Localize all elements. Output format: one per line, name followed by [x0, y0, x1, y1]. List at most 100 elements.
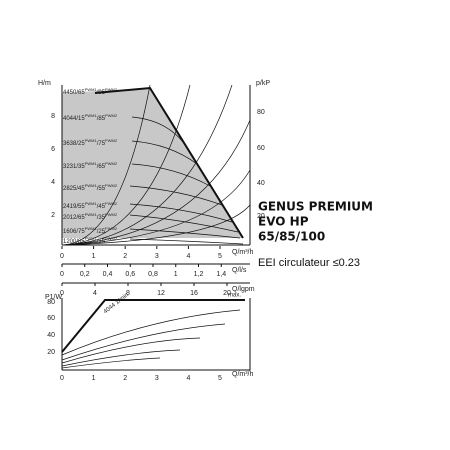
- curve-label-part: PWM2: [105, 236, 118, 241]
- curve-label: 4450/65PWM1/95PWM2: [63, 87, 118, 96]
- curve-label: 4044/15PWM1/85PWM2: [63, 113, 118, 122]
- curve-label: 3231/35PWM1/65PWM2: [63, 161, 118, 170]
- x-tick-label: 0: [60, 253, 64, 260]
- curve-label-part: 1200/85: [63, 239, 85, 245]
- x-tick-label: 12: [157, 290, 165, 297]
- x-tick-label: 20: [223, 290, 231, 297]
- curve-label-part: 4044/15: [63, 116, 85, 122]
- bottom-x-tick-label: 2: [123, 375, 127, 382]
- x-tick-label: 0,4: [103, 271, 113, 278]
- product-name: GENUS PREMIUM: [258, 200, 373, 214]
- x-tick-label: 5: [218, 253, 222, 260]
- curve-label-part: /35: [97, 215, 106, 221]
- curve-label-part: 1606/75: [63, 229, 85, 235]
- curve-label-part: /45: [97, 204, 106, 210]
- x-tick-label: 3: [155, 253, 159, 260]
- curve-label: 2012/65PWM1/35PWM2: [63, 212, 118, 221]
- curve-label-part: PWM2: [105, 212, 118, 217]
- y-tick-label: 4: [51, 179, 55, 186]
- power-max-curve: [61, 299, 245, 353]
- curve-label-part: /25: [97, 229, 106, 235]
- bottom-x-tick-label: 3: [155, 375, 159, 382]
- curve-label-part: 2419/55: [63, 204, 85, 210]
- curve-label: 3638/25PWM1/75PWM2: [63, 138, 118, 147]
- curve-label-part: PWM2: [105, 183, 118, 188]
- curve-label-part: /65: [97, 164, 106, 170]
- operating-area: [62, 88, 243, 238]
- x-tick-label: 4: [186, 253, 190, 260]
- curve-label-part: PWM1: [85, 183, 98, 188]
- curve-label-part: PWM2: [105, 138, 118, 143]
- bottom-y-tick-label: 60: [47, 315, 55, 322]
- bottom-x-tick-label: 5: [218, 375, 222, 382]
- curve-label-part: /75: [97, 141, 106, 147]
- bottom-x-tick-label: 4: [186, 375, 190, 382]
- curve-label-part: PWM1: [85, 226, 98, 231]
- curve-label-part: PWM2: [105, 226, 118, 231]
- bottom-x-tick-label: 0: [60, 375, 64, 382]
- y2-label: p/kP: [256, 80, 270, 87]
- x-tick-label: 0,8: [148, 271, 158, 278]
- power-curves: [61, 309, 241, 369]
- eei: EEI circulateur ≤0.23: [258, 257, 360, 269]
- curve-label-part: PWM2: [105, 113, 118, 118]
- y2-tick-label: 20: [257, 213, 265, 220]
- product-name: 65/85/100: [258, 230, 325, 244]
- x-tick-label: 16: [190, 290, 198, 297]
- x-tick-label: 2: [123, 253, 127, 260]
- x-unit: Q/l/s: [232, 267, 247, 274]
- curve-label-part: /85: [97, 116, 106, 122]
- x-tick-label: 1: [174, 271, 178, 278]
- x-tick-label: 0,6: [125, 271, 135, 278]
- bottom-y-tick-label: 80: [47, 299, 55, 306]
- x-tick-label: 1: [92, 253, 96, 260]
- curve-label: 2419/55PWM1/45PWM2: [63, 201, 118, 210]
- curve-label-part: 3231/35: [63, 164, 85, 170]
- curve-label-part: 4450/65: [63, 90, 85, 96]
- curve-label-part: PWM2: [105, 87, 118, 92]
- curve-label-part: /95: [97, 90, 106, 96]
- y-label: H/m: [38, 80, 51, 87]
- bottom-x-unit: Q/m³/h: [232, 371, 253, 378]
- curve-label-part: PWM1: [85, 236, 98, 241]
- max-curve: [94, 86, 244, 239]
- bottom-y-tick-label: 20: [47, 349, 55, 356]
- curve-label-part: /55: [97, 186, 106, 192]
- product-name: EVO HP: [258, 215, 309, 229]
- x-tick-label: 8: [126, 290, 130, 297]
- x-unit: Q/m³/h: [232, 249, 253, 256]
- max-label: max.: [228, 293, 241, 299]
- curve-label: 1200/85PWM1/15PWM2: [63, 236, 118, 245]
- system-curves: [61, 84, 251, 246]
- curve-label: 2825/45PWM1/55PWM2: [63, 183, 118, 192]
- curve-label-part: 2012/65: [63, 215, 85, 221]
- x-tick-label: 4: [93, 290, 97, 297]
- curve-label-part: PWM1: [85, 201, 98, 206]
- bottom-x-tick-label: 1: [92, 375, 96, 382]
- x-tick-label: 1,4: [216, 271, 226, 278]
- curve-label-part: PWM1: [85, 161, 98, 166]
- x-tick-label: 1,2: [194, 271, 204, 278]
- y-tick-label: 6: [51, 146, 55, 153]
- y2-tick-label: 60: [257, 145, 265, 152]
- x-tick-label: 0: [60, 290, 64, 297]
- bottom-y-tick-label: 40: [47, 332, 55, 339]
- curve-label-part: PWM2: [105, 161, 118, 166]
- bottom-y-label: P1/W: [45, 294, 63, 301]
- curve-label-part: 3638/25: [63, 141, 85, 147]
- x-unit: Q/lgpm: [232, 286, 255, 293]
- curve-label-part: PWM1: [85, 212, 98, 217]
- y-tick-label: 8: [51, 113, 55, 120]
- curve-label-part: PWM1: [85, 113, 98, 118]
- curve-label-part: PWM2: [105, 201, 118, 206]
- x-tick-label: 0,2: [80, 271, 90, 278]
- curve-label-part: 2825/45: [63, 186, 85, 192]
- y-tick-label: 2: [51, 212, 55, 219]
- curve-label: 1606/75PWM1/25PWM2: [63, 226, 118, 235]
- curve-label-part: PWM1: [85, 87, 98, 92]
- y2-tick-label: 80: [257, 109, 265, 116]
- curve-label-part: /15: [97, 239, 106, 245]
- curve-label-part: PWM1: [85, 138, 98, 143]
- speed-curves: [129, 116, 244, 245]
